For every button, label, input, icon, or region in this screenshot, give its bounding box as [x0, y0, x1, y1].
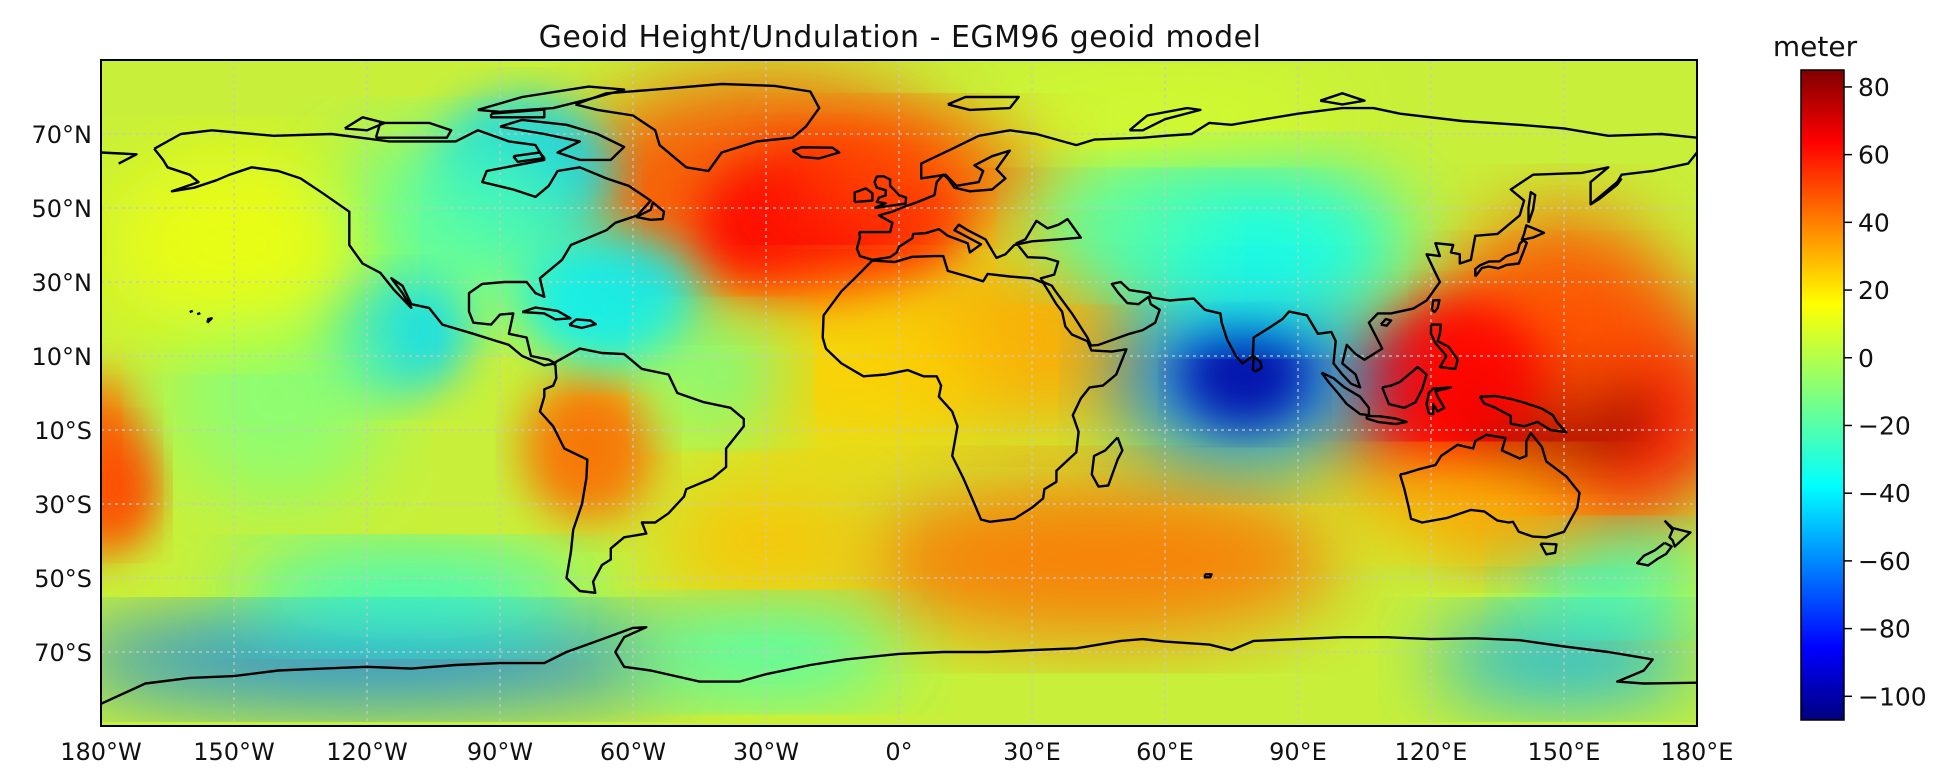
lon-tick-label: 30°E [1003, 738, 1061, 766]
coastline-asia-east [855, 151, 1697, 389]
coastline-sakhalin [1527, 190, 1537, 224]
map-title: Geoid Height/Undulation - EGM96 geoid mo… [538, 20, 1262, 55]
colorbar-tick-label: 20 [1858, 276, 1890, 305]
geoid-blob [167, 282, 390, 504]
coastline-borneo [1381, 365, 1428, 409]
colorbar-tick-label: 40 [1858, 208, 1890, 237]
lat-tick-label: 10°N [32, 343, 93, 371]
colorbar-tick-label: −60 [1858, 547, 1911, 576]
lat-tick-label: 50°N [32, 195, 93, 223]
coastline-sulawesi [1425, 386, 1453, 416]
lat-tick-label: 30°N [32, 269, 93, 297]
coastline-philippines [1429, 323, 1459, 371]
colorbar-tick-label: −20 [1858, 411, 1911, 440]
geoid-blob [101, 615, 678, 704]
coastline-hawaii3 [189, 309, 194, 314]
lon-tick-label: 120°E [1395, 738, 1468, 766]
lat-tick-label: 70°S [34, 639, 92, 667]
coastline-south-america [538, 347, 745, 594]
geoid-blob [234, 552, 589, 641]
colorbar-ticks: 80 60 40 20 0 −20 −40 −60 −80 −100 [1844, 73, 1927, 711]
lat-tick-label: 10°S [34, 417, 92, 445]
coastline-ireland [853, 187, 874, 204]
lon-tick-label: 180°W [60, 738, 142, 766]
map-frame [100, 59, 1698, 727]
geoid-blob [1032, 171, 1210, 282]
coastline-cuba [521, 306, 572, 321]
colorbar [1800, 69, 1845, 721]
geoid-blob [721, 282, 988, 467]
coastline-africa [821, 254, 1128, 523]
coastline-sri-lanka [1251, 355, 1263, 373]
coastline-kerguelen [1203, 573, 1213, 579]
colorbar-tick-label: 80 [1858, 73, 1890, 102]
lat-tick-label: 30°S [34, 491, 92, 519]
geoid-blob [655, 319, 789, 430]
coastline-eurasia-africa-2 [101, 151, 138, 165]
colorbar-tick-label: 0 [1858, 344, 1874, 373]
coastlines [101, 82, 1697, 705]
coastline-southampton [512, 151, 546, 164]
latitude-labels: 70°N 50°N 30°N 10°N 10°S 30°S 50°S 70°S [32, 121, 93, 667]
coastline-devon-island [489, 108, 546, 119]
gridlines [101, 60, 1697, 726]
lat-tick-label: 50°S [34, 565, 92, 593]
geoid-blob [1364, 300, 1542, 449]
coastline-eurasia-africa [859, 106, 1697, 234]
longitude-labels: 180°W 150°W 120°W 90°W 60°W 30°W 0° 30°E 60°E 90°… [60, 738, 1733, 766]
lat-tick-label: 70°N [32, 121, 93, 149]
coastline-japan [1474, 224, 1546, 278]
coastline-taiwan [1430, 298, 1441, 314]
coastline-hawaii [206, 317, 214, 324]
lon-tick-label: 120°W [326, 738, 408, 766]
geoid-blob [322, 134, 589, 319]
colorbar-tick-label: 60 [1858, 141, 1890, 170]
coastline-baffin [499, 118, 626, 162]
colorbar-tick-label: −40 [1858, 479, 1911, 508]
lon-tick-label: 150°W [193, 738, 275, 766]
coastline-australia [1398, 431, 1581, 539]
coastline-iceland [791, 146, 841, 160]
coastline-newfoundland [635, 201, 666, 222]
lon-tick-label: 30°W [733, 738, 799, 766]
geoid-blob [854, 478, 1343, 641]
lon-tick-label: 90°E [1269, 738, 1327, 766]
coastline-antarctica [101, 626, 1697, 705]
map-area [101, 60, 1697, 726]
coastline-great-britain [873, 174, 908, 210]
coastline-svalbard [947, 95, 1020, 112]
coastline-new-guinea [1478, 394, 1568, 434]
coastline-severnaya [1319, 92, 1366, 106]
lon-tick-label: 60°W [600, 738, 666, 766]
coastline-north-america [153, 129, 652, 367]
lon-tick-label: 150°E [1528, 738, 1601, 766]
coastline-greenland [574, 82, 821, 173]
lon-tick-label: 0° [885, 738, 912, 766]
coastline-tasmania [1539, 542, 1558, 556]
colorbar-tick-label: −80 [1858, 615, 1911, 644]
coastline-madagascar [1090, 436, 1124, 488]
coastline-hawaii2 [196, 311, 201, 316]
geoid-blob [522, 374, 656, 523]
lon-tick-label: 60°E [1136, 738, 1194, 766]
geoid-blob [655, 474, 877, 608]
coastline-hainan [1379, 317, 1393, 327]
coastline-novaya-zemlya [1128, 106, 1202, 132]
coastline-new-zealand-s [1635, 541, 1673, 567]
coastline-banks-island [344, 116, 386, 132]
coastline-new-zealand-n [1663, 519, 1692, 548]
geoid-blob [101, 430, 159, 541]
coastline-hispaniola [568, 318, 597, 330]
geoid-blob [522, 233, 700, 368]
lon-tick-label: 180°E [1661, 738, 1734, 766]
lon-tick-label: 90°W [467, 738, 533, 766]
colorbar-title: meter [1772, 30, 1858, 63]
geoid-blob [1182, 322, 1307, 427]
colorbar-tick-label: −100 [1858, 682, 1927, 711]
coastline-java [1365, 414, 1408, 426]
coastline-kamchatka-tip [1589, 177, 1623, 206]
